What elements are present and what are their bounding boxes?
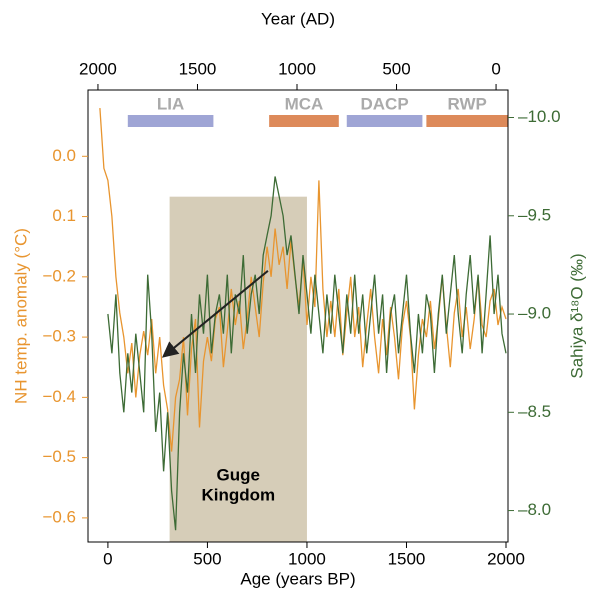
y-tick-label: −0.2 — [42, 266, 76, 285]
period-bar — [346, 115, 423, 127]
period-bar — [426, 115, 508, 127]
y-tick-label: −0.6 — [42, 507, 76, 526]
y2-tick-label: –10.0 — [518, 107, 561, 126]
period-label: MCA — [285, 94, 324, 113]
y2-tick-label: –9.0 — [518, 304, 551, 323]
y-tick-label: −0.4 — [42, 387, 76, 406]
x-tick-label: 0 — [103, 549, 112, 568]
x-tick-label: 1500 — [388, 549, 426, 568]
y-tick-label: −0.5 — [42, 447, 76, 466]
data-line — [107, 176, 507, 531]
period-label: RWP — [448, 94, 487, 113]
x2-tick-label: 500 — [382, 59, 410, 78]
y-tick-label: 0.0 — [52, 146, 76, 165]
y-axis-label: NH temp. anomaly (°C) — [11, 228, 30, 404]
y2-tick-label: –8.0 — [518, 500, 551, 519]
period-label: DACP — [361, 94, 409, 113]
period-bar — [127, 115, 214, 127]
x2-axis-label: Year (AD) — [261, 9, 335, 28]
y-tick-label: −0.3 — [42, 327, 76, 346]
y-tick-label: 0.1 — [52, 206, 76, 225]
x2-tick-label: 1500 — [179, 59, 217, 78]
y2-tick-label: –9.5 — [518, 205, 551, 224]
plot-frame — [87, 89, 509, 543]
y2-tick-label: –8.5 — [518, 402, 551, 421]
x-tick-label: 1000 — [288, 549, 326, 568]
x-tick-label: 2000 — [487, 549, 525, 568]
shade-label: Guge — [217, 465, 260, 484]
x-axis-label: Age (years BP) — [240, 569, 355, 588]
x-tick-label: 500 — [193, 549, 221, 568]
period-label: LIA — [157, 94, 184, 113]
arrow — [161, 270, 269, 358]
period-bar — [269, 115, 339, 127]
shade-label: Kingdom — [201, 485, 275, 504]
x2-tick-label: 2000 — [79, 59, 117, 78]
x2-tick-label: 0 — [491, 59, 500, 78]
x2-tick-label: 1000 — [278, 59, 316, 78]
y2-axis-label: Sahiya δ¹⁸O (‰) — [567, 253, 586, 378]
